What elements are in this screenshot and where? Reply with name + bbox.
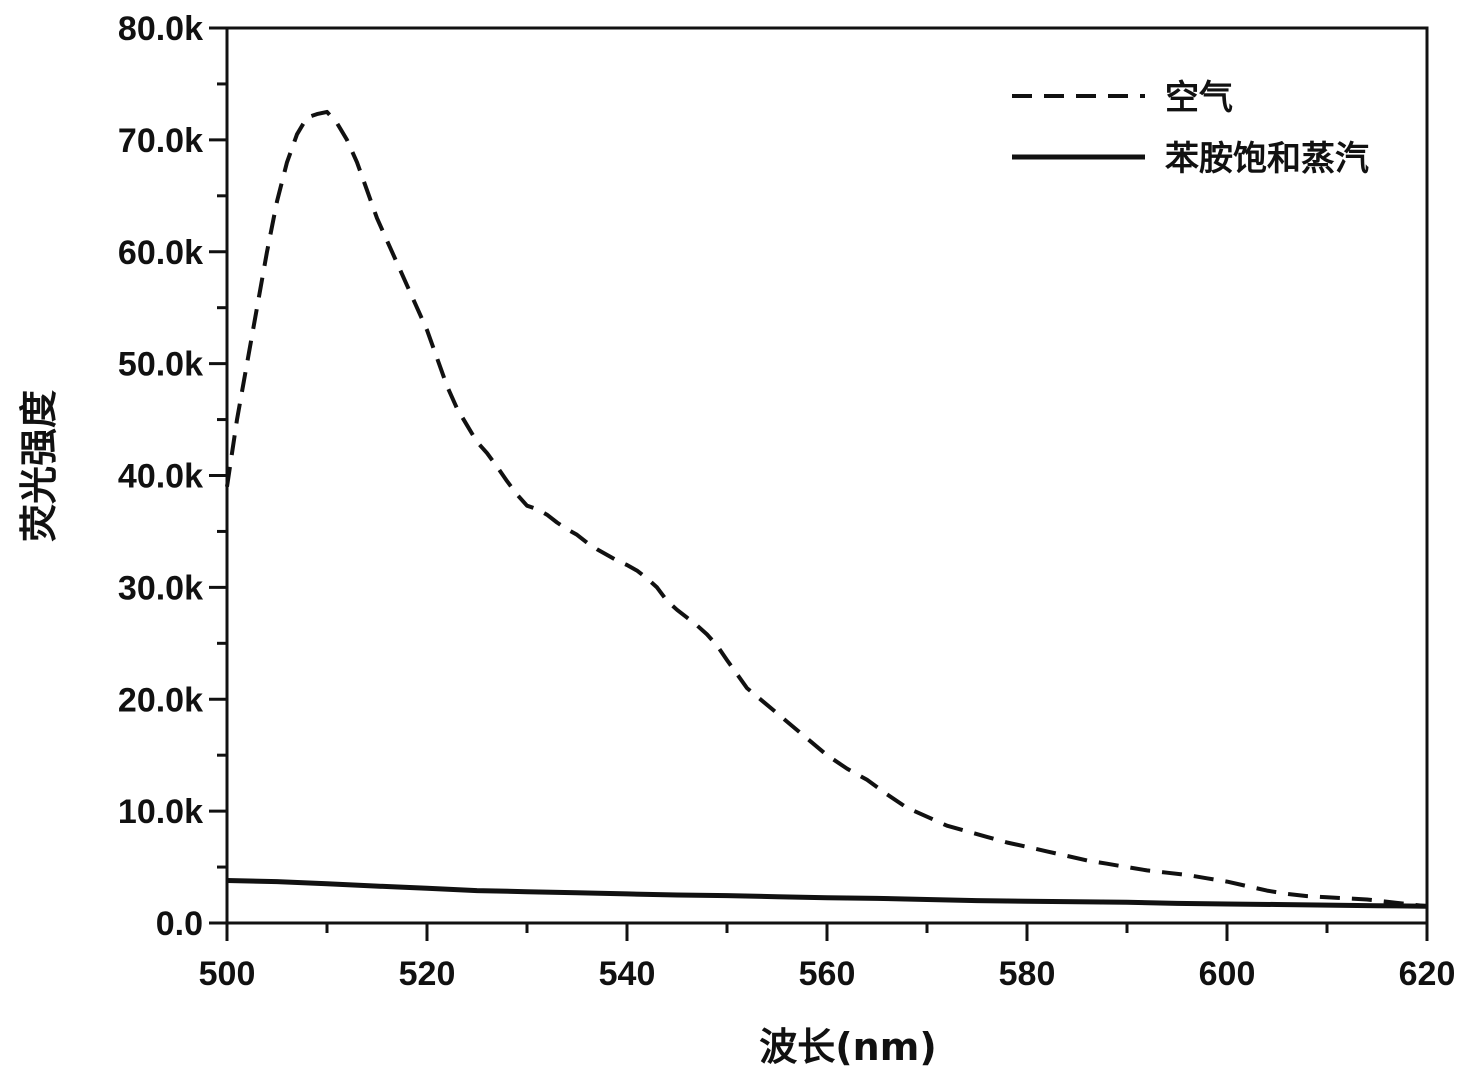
y-tick-label: 70.0k (118, 122, 203, 160)
y-axis-title: 荧光强度 (17, 390, 61, 542)
legend-label-aniline: 苯胺饱和蒸汽 (1165, 139, 1369, 179)
legend: 空气 苯胺饱和蒸汽 (1012, 78, 1369, 179)
y-axis-ticks: 0.0 10.0k 20.0k 30.0k 40.0k 50.0k 60.0k 70.0k 80… (118, 10, 227, 943)
series-line-1 (226, 878, 1428, 909)
y-tick-label: 10.0k (118, 793, 203, 831)
y-tick-label: 30.0k (118, 569, 203, 607)
x-axis-ticks: 500 520 540 560 580 600 620 (199, 923, 1456, 993)
series-line-0 (225, 109, 1428, 909)
y-tick-label: 0.0 (156, 905, 203, 943)
x-tick-label: 620 (1399, 955, 1456, 993)
x-tick-label: 560 (799, 955, 856, 993)
x-axis-title: 波长(nm) (759, 1025, 936, 1069)
y-tick-label: 20.0k (118, 681, 203, 719)
y-tick-label: 40.0k (118, 458, 203, 496)
x-tick-label: 580 (999, 955, 1056, 993)
legend-label-air: 空气 (1165, 78, 1233, 118)
x-tick-label: 500 (199, 955, 256, 993)
y-tick-label: 50.0k (118, 346, 203, 384)
x-tick-label: 600 (1199, 955, 1256, 993)
series-layer (225, 109, 1428, 909)
x-tick-label: 540 (599, 955, 656, 993)
y-tick-label: 80.0k (118, 10, 203, 48)
x-tick-label: 520 (399, 955, 456, 993)
y-tick-label: 60.0k (118, 234, 203, 272)
